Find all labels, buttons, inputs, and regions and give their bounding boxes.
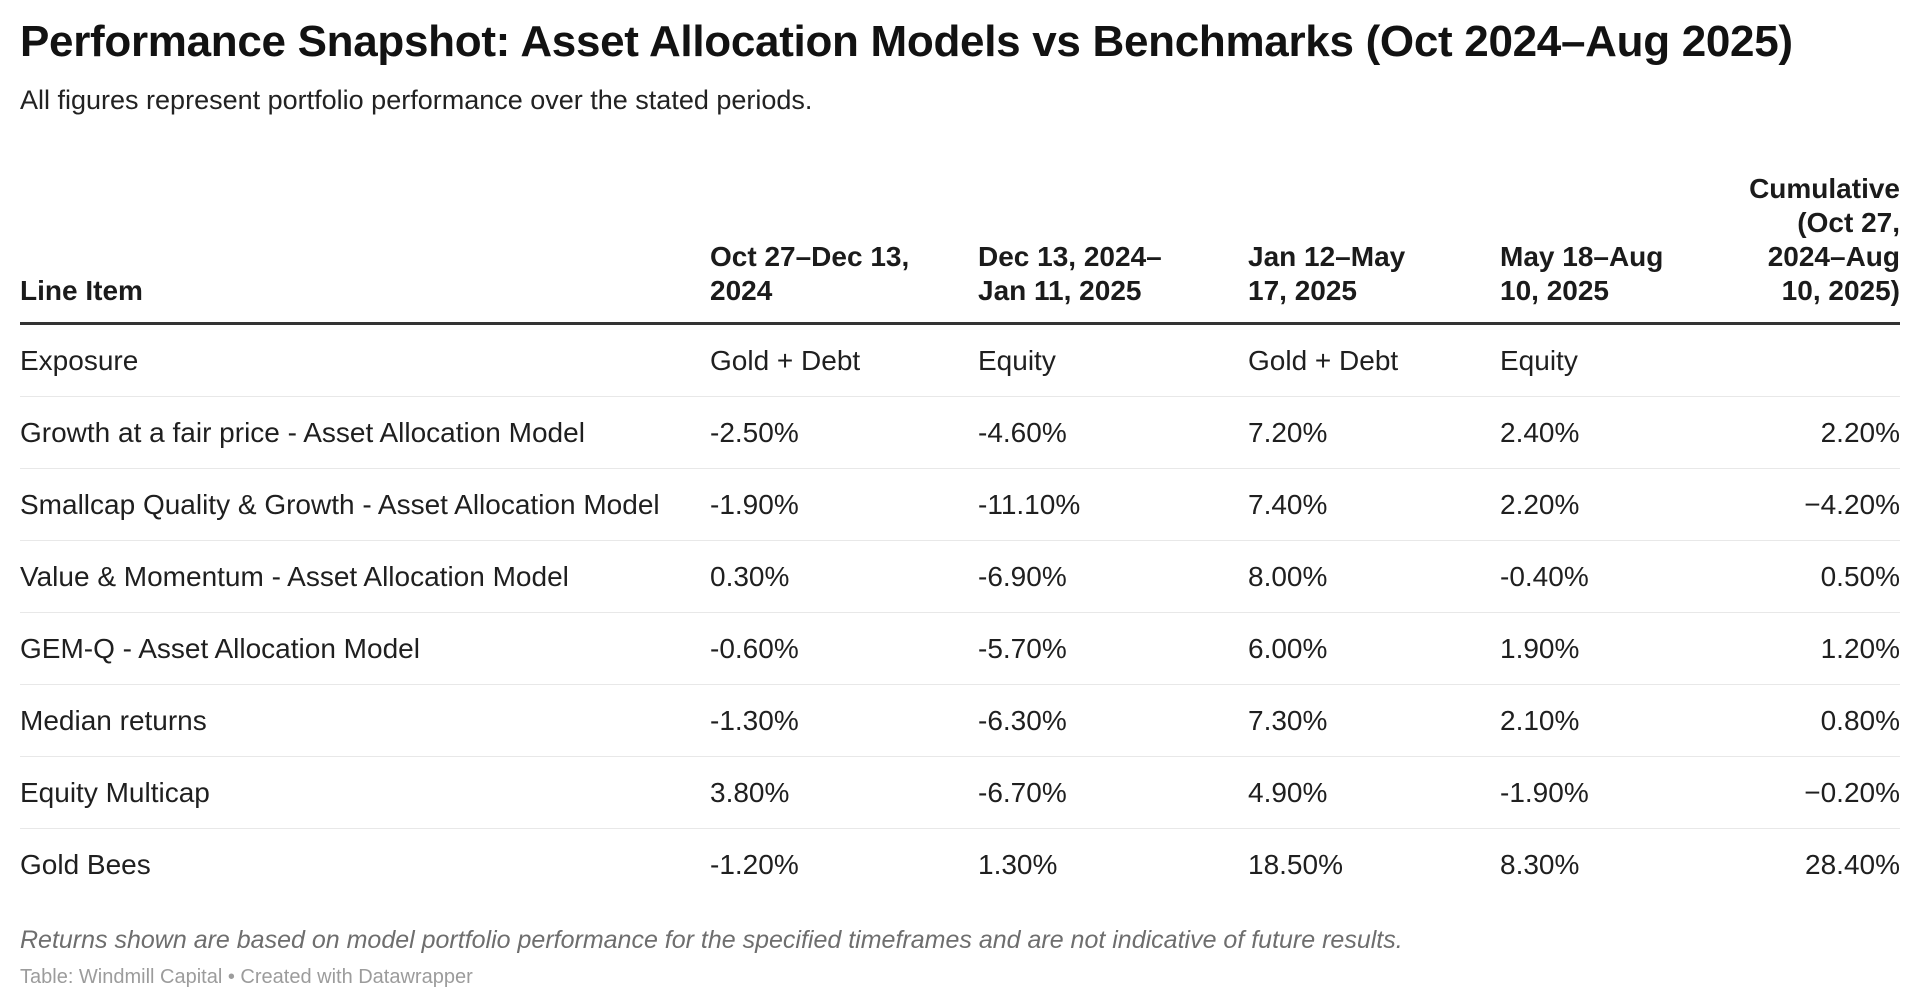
value-cell-period-2: -6.90%: [978, 560, 1067, 592]
row-label: Growth at a fair price - Asset Allocatio…: [20, 416, 585, 448]
value-cell-period-2: 1.30%: [978, 848, 1058, 880]
row-label: Equity Multicap: [20, 776, 210, 808]
value-cell-period-1: -0.60%: [710, 632, 799, 664]
value-cell-period-3: 18.50%: [1248, 848, 1343, 880]
table-row: Median returns -1.30% -6.30% 7.30% 2.10% 0.80…: [20, 684, 1900, 757]
value-cell-period-4: 2.40%: [1500, 416, 1580, 448]
column-header-line: 10, 2025): [1781, 274, 1900, 306]
value-cell-period-4: 1.90%: [1500, 632, 1580, 664]
value-cell-period-1: Gold + Debt: [710, 344, 861, 376]
value-cell-period-3: 7.30%: [1248, 704, 1328, 736]
column-header-period-1: Oct 27–Dec 13, 2024: [710, 172, 978, 324]
column-header-line: Jan 12–May: [1248, 240, 1406, 272]
value-cell-period-2: Equity: [978, 344, 1056, 376]
column-header-line: Line Item: [20, 274, 143, 306]
column-header-cumulative: Cumulative (Oct 27, 2024–Aug 10, 2025): [1720, 172, 1900, 324]
value-cell-period-1: -2.50%: [710, 416, 799, 448]
row-label: Value & Momentum - Asset Allocation Mode…: [20, 560, 569, 592]
value-cell-cumulative: −0.20%: [1804, 776, 1900, 808]
table-row: Exposure Gold + Debt Equity Gold + Debt Equi…: [20, 323, 1900, 397]
value-cell-period-4: 8.30%: [1500, 848, 1580, 880]
column-header-line: 2024: [710, 274, 773, 306]
header-row: Line Item Oct 27–Dec 13, 2024 Dec 13, 2024–…: [20, 172, 1900, 324]
column-header-line: May 18–Aug: [1500, 240, 1664, 272]
table-row: Equity Multicap 3.80% -6.70% 4.90% -1.90% −0.…: [20, 756, 1900, 829]
footnote: Returns shown are based on model portfol…: [20, 925, 1403, 954]
value-cell-period-4: Equity: [1500, 344, 1578, 376]
page-title: Performance Snapshot: Asset Allocation M…: [20, 17, 1793, 66]
value-cell-cumulative: −4.20%: [1804, 488, 1900, 520]
value-cell-period-4: -0.40%: [1500, 560, 1589, 592]
value-cell-cumulative: 0.50%: [1820, 560, 1900, 592]
value-cell-period-1: 3.80%: [710, 776, 790, 808]
value-cell-cumulative: 0.80%: [1820, 704, 1900, 736]
value-cell-period-2: -4.60%: [978, 416, 1067, 448]
value-cell-period-3: 4.90%: [1248, 776, 1328, 808]
value-cell-period-3: 6.00%: [1248, 632, 1328, 664]
value-cell-period-1: -1.30%: [710, 704, 799, 736]
table-row: Gold Bees -1.20% 1.30% 18.50% 8.30% 28.40%: [20, 828, 1900, 900]
row-label: Smallcap Quality & Growth - Asset Alloca…: [20, 488, 660, 520]
value-cell-period-2: -11.10%: [978, 488, 1081, 520]
value-cell-period-3: 8.00%: [1248, 560, 1328, 592]
value-cell-period-1: 0.30%: [710, 560, 790, 592]
value-cell-period-2: -6.70%: [978, 776, 1067, 808]
column-header-line: Dec 13, 2024–: [978, 240, 1162, 272]
column-header-period-3: Jan 12–May 17, 2025: [1248, 172, 1500, 324]
table-row: Value & Momentum - Asset Allocation Mode…: [20, 540, 1900, 613]
value-cell-period-2: -5.70%: [978, 632, 1067, 664]
value-cell-cumulative: 28.40%: [1805, 848, 1900, 880]
column-header-period-2: Dec 13, 2024– Jan 11, 2025: [978, 172, 1248, 324]
row-label: Gold Bees: [20, 848, 151, 880]
table-row: GEM-Q - Asset Allocation Model -0.60% -5.7…: [20, 612, 1900, 685]
value-cell-period-4: -1.90%: [1500, 776, 1589, 808]
column-header-period-4: May 18–Aug 10, 2025: [1500, 172, 1720, 324]
column-header-line: (Oct 27,: [1797, 206, 1900, 238]
column-header-line: Cumulative: [1749, 172, 1900, 204]
value-cell-period-3: 7.20%: [1248, 416, 1328, 448]
column-header-line-item: Line Item: [20, 172, 710, 324]
value-cell-period-2: -6.30%: [978, 704, 1067, 736]
page-subtitle: All figures represent portfolio performa…: [20, 84, 813, 115]
value-cell-cumulative: [1720, 323, 1900, 396]
column-header-line: Jan 11, 2025: [978, 274, 1142, 306]
column-header-line: 17, 2025: [1248, 274, 1357, 306]
column-header-line: 2024–Aug: [1767, 240, 1900, 272]
performance-table: Line Item Oct 27–Dec 13, 2024 Dec 13, 2024–…: [20, 172, 1900, 900]
value-cell-period-4: 2.20%: [1500, 488, 1580, 520]
value-cell-cumulative: 2.20%: [1820, 416, 1900, 448]
row-label: Median returns: [20, 704, 207, 736]
row-label: GEM-Q - Asset Allocation Model: [20, 632, 420, 664]
value-cell-period-3: 7.40%: [1248, 488, 1328, 520]
value-cell-period-3: Gold + Debt: [1248, 344, 1399, 376]
column-header-line: 10, 2025: [1500, 274, 1609, 306]
value-cell-period-4: 2.10%: [1500, 704, 1580, 736]
row-label: Exposure: [20, 344, 139, 376]
table-row: Growth at a fair price - Asset Allocatio…: [20, 396, 1900, 469]
table-row: Smallcap Quality & Growth - Asset Alloca…: [20, 468, 1900, 541]
credit-line: Table: Windmill Capital • Created with D…: [20, 965, 473, 988]
column-header-line: Oct 27–Dec 13,: [710, 240, 910, 272]
value-cell-period-1: -1.90%: [710, 488, 799, 520]
value-cell-period-1: -1.20%: [710, 848, 799, 880]
value-cell-cumulative: 1.20%: [1820, 632, 1900, 664]
